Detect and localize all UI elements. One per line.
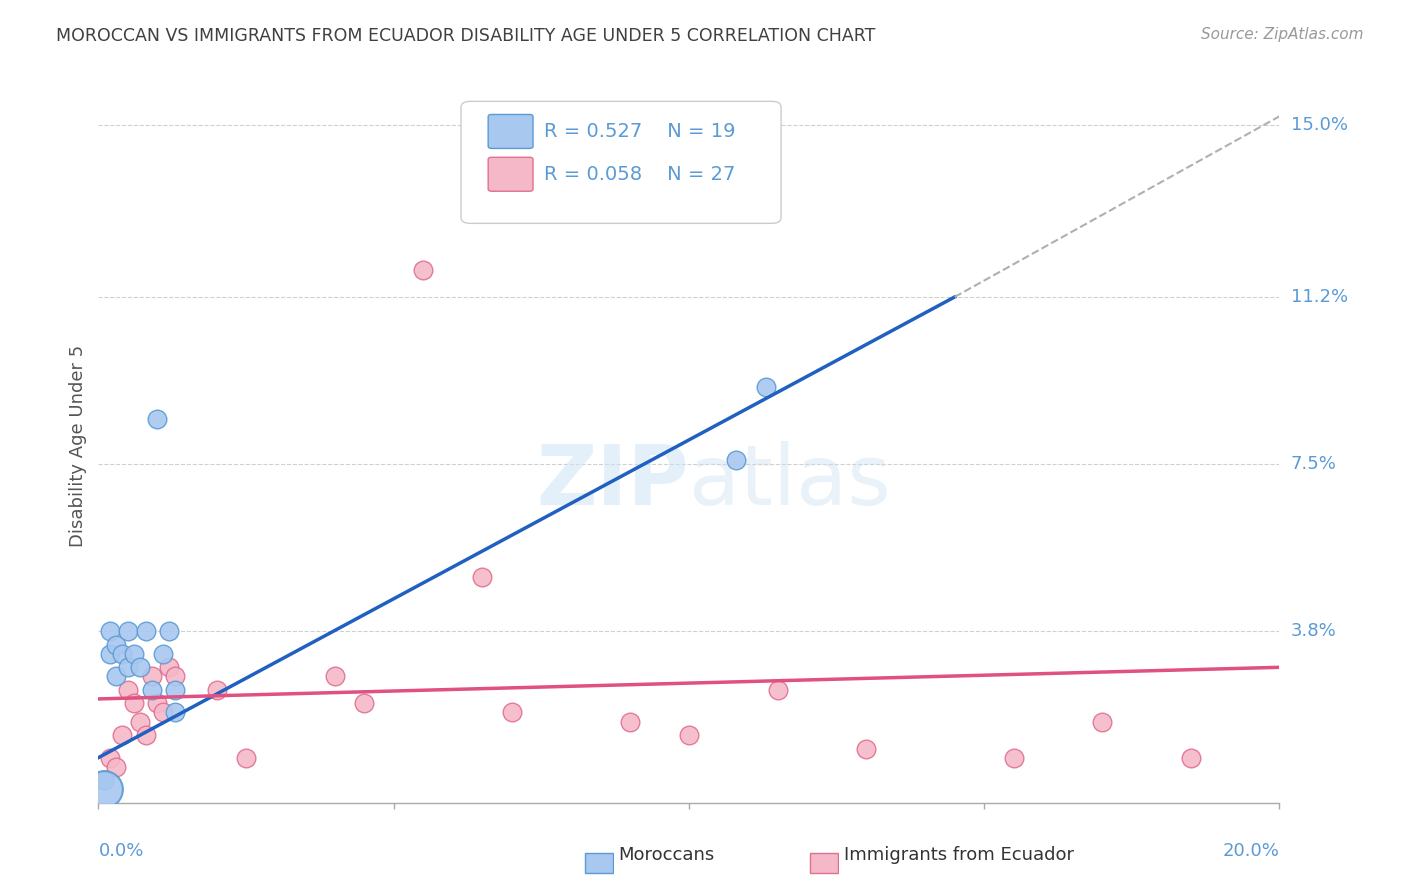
- Text: Source: ZipAtlas.com: Source: ZipAtlas.com: [1201, 27, 1364, 42]
- Text: 3.8%: 3.8%: [1291, 623, 1336, 640]
- Point: [128, 714, 150, 729]
- Point: [235, 750, 257, 764]
- Point: [412, 263, 434, 277]
- Text: Immigrants from Ecuador: Immigrants from Ecuador: [844, 846, 1074, 863]
- Point: [141, 669, 163, 683]
- Point: [98, 624, 121, 639]
- Point: [323, 669, 346, 683]
- Point: [165, 682, 187, 697]
- Point: [471, 570, 494, 584]
- Y-axis label: Disability Age Under 5: Disability Age Under 5: [69, 345, 87, 547]
- Point: [122, 697, 145, 711]
- FancyBboxPatch shape: [461, 102, 782, 223]
- Point: [1091, 714, 1114, 729]
- Point: [157, 624, 180, 639]
- Point: [146, 697, 169, 711]
- Text: MOROCCAN VS IMMIGRANTS FROM ECUADOR DISABILITY AGE UNDER 5 CORRELATION CHART: MOROCCAN VS IMMIGRANTS FROM ECUADOR DISA…: [56, 27, 876, 45]
- Point: [135, 624, 157, 639]
- Bar: [810, 854, 838, 873]
- Text: 0.0%: 0.0%: [98, 842, 143, 860]
- Point: [93, 773, 115, 788]
- Point: [111, 647, 134, 661]
- Point: [105, 638, 128, 652]
- Point: [165, 669, 187, 683]
- Point: [135, 728, 157, 742]
- FancyBboxPatch shape: [488, 114, 533, 148]
- Text: 11.2%: 11.2%: [1291, 288, 1348, 306]
- Point: [501, 706, 523, 720]
- Point: [353, 697, 375, 711]
- Point: [755, 380, 778, 394]
- Text: R = 0.058    N = 27: R = 0.058 N = 27: [544, 165, 735, 184]
- Point: [205, 682, 228, 697]
- Point: [152, 706, 174, 720]
- Text: atlas: atlas: [689, 442, 890, 522]
- Text: 7.5%: 7.5%: [1291, 455, 1337, 473]
- Point: [678, 728, 700, 742]
- FancyBboxPatch shape: [488, 157, 533, 191]
- Point: [93, 773, 115, 788]
- Point: [152, 647, 174, 661]
- Point: [146, 412, 169, 426]
- Point: [117, 660, 139, 674]
- Text: ZIP: ZIP: [537, 442, 689, 522]
- Point: [105, 759, 128, 773]
- Point: [93, 782, 115, 797]
- Text: 15.0%: 15.0%: [1291, 116, 1347, 135]
- Text: 20.0%: 20.0%: [1223, 842, 1279, 860]
- Point: [111, 728, 134, 742]
- Point: [105, 669, 128, 683]
- Point: [141, 682, 163, 697]
- Point: [725, 452, 748, 467]
- Point: [1002, 750, 1025, 764]
- Point: [122, 647, 145, 661]
- Point: [117, 624, 139, 639]
- Point: [855, 741, 877, 756]
- Text: R = 0.527    N = 19: R = 0.527 N = 19: [544, 122, 735, 141]
- Point: [117, 682, 139, 697]
- Point: [165, 706, 187, 720]
- Point: [98, 647, 121, 661]
- Point: [128, 660, 150, 674]
- Point: [157, 660, 180, 674]
- Text: Moroccans: Moroccans: [619, 846, 714, 863]
- Point: [1180, 750, 1202, 764]
- Point: [98, 750, 121, 764]
- Point: [766, 682, 789, 697]
- Bar: [585, 854, 613, 873]
- Point: [619, 714, 641, 729]
